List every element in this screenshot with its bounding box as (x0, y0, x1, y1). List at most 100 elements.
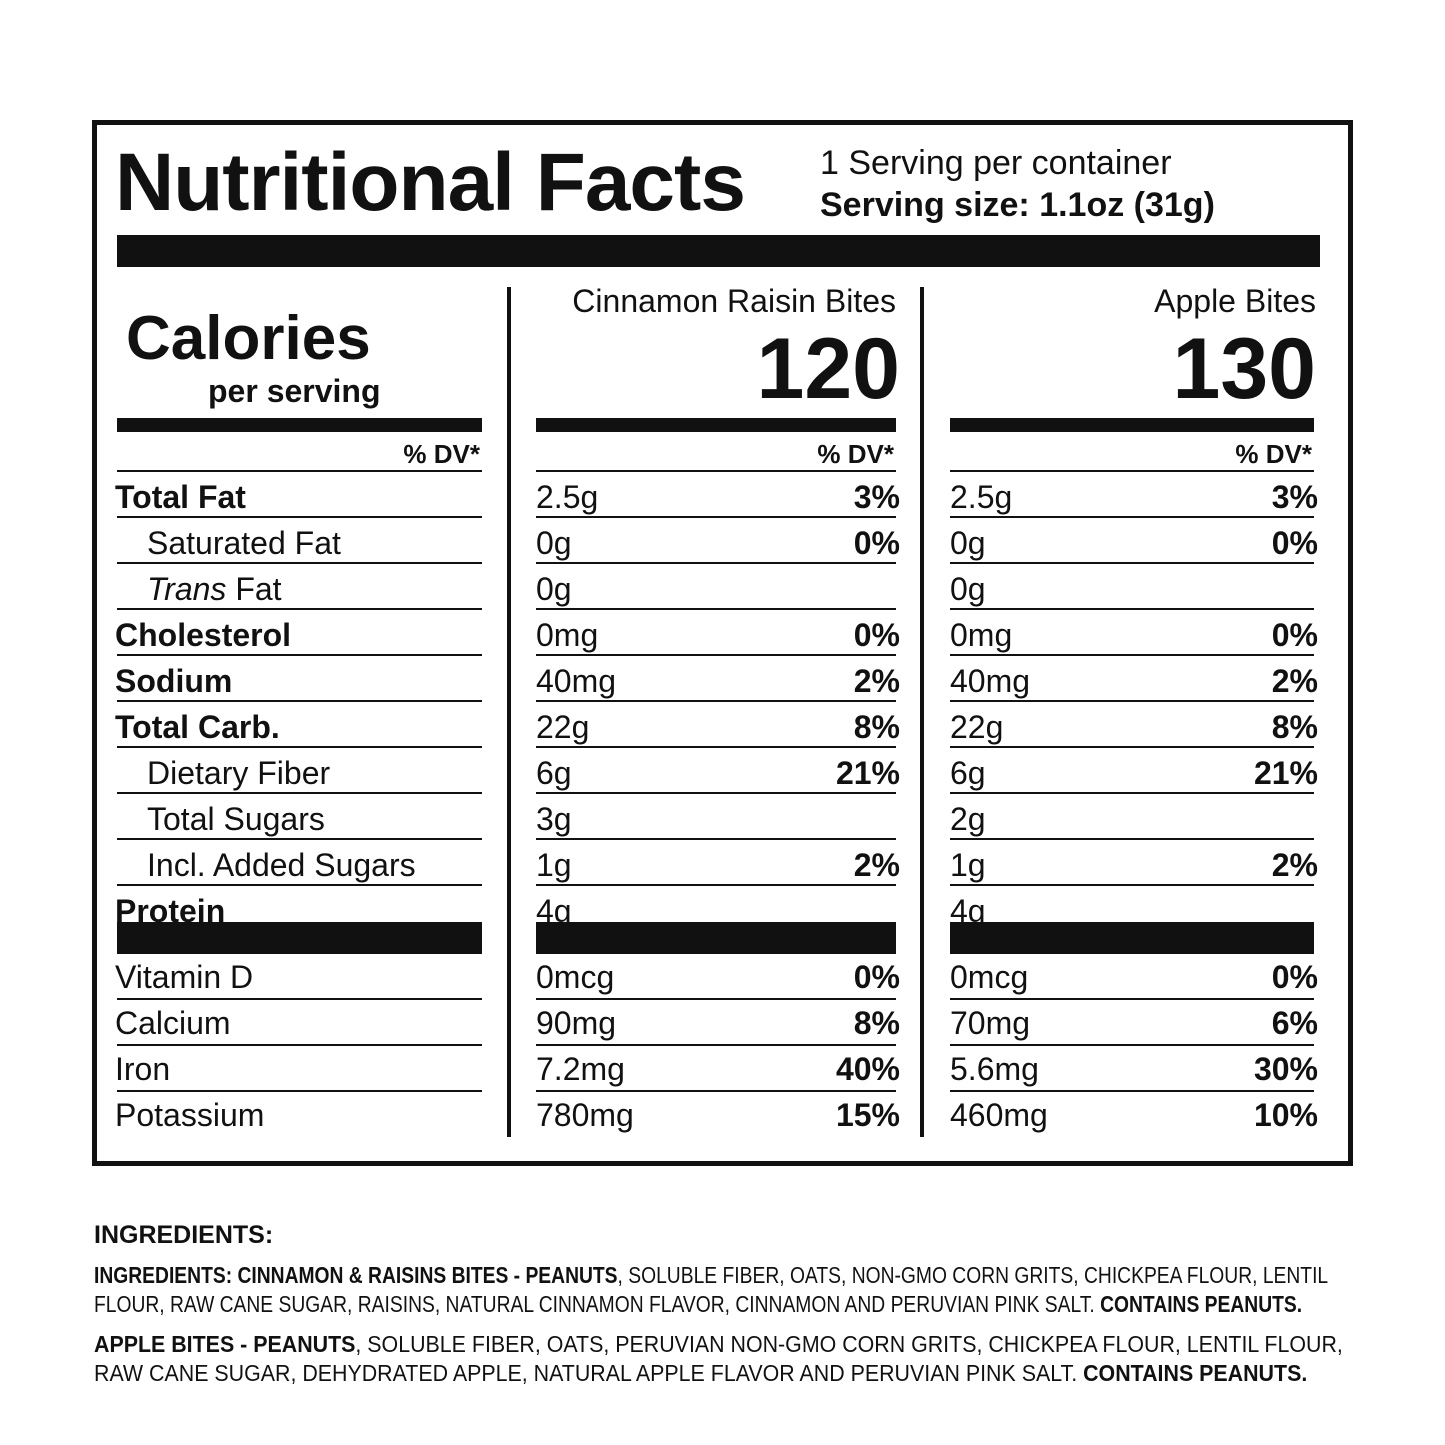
nutrient-amount: 6g (536, 755, 572, 791)
nutrient-label: Trans Fat (147, 569, 282, 609)
row-rule (117, 1090, 482, 1092)
row-rule (950, 608, 1314, 610)
vitamin-amount: 90mg (536, 1005, 617, 1041)
serving-size: Serving size: 1.1oz (31g) (820, 186, 1215, 224)
nutrient-label: Incl. Added Sugars (147, 847, 416, 883)
vitamin-dv: 15% (835, 1097, 900, 1133)
nutrient-dv: 8% (853, 709, 900, 745)
vitamin-amount: 0mcg (950, 959, 1029, 995)
vitamin-dv: 10% (1253, 1097, 1318, 1133)
nutrient-amount: 0mg (950, 617, 1013, 653)
nutrient-label: Sodium (115, 663, 233, 699)
vitamin-amount: 780mg (536, 1097, 634, 1133)
vitamin-amount: 5.6mg (950, 1051, 1039, 1087)
row-rule (117, 700, 482, 702)
ingredients-apple: APPLE BITES - PEANUTS, SOLUBLE FIBER, OA… (94, 1330, 1356, 1388)
vitamin-amount: 0mcg (536, 959, 615, 995)
row-rule (950, 470, 1314, 472)
row-rule (117, 516, 482, 518)
row-rule (117, 838, 482, 840)
vitamin-label: Vitamin D (115, 959, 254, 995)
row-rule (536, 838, 896, 840)
nutrient-dv: 2% (1271, 663, 1318, 699)
row-rule (117, 562, 482, 564)
dv-header: % DV* (817, 439, 894, 469)
nutrient-dv: 21% (1253, 755, 1318, 791)
product-calories-cinnamon: 120 (756, 321, 901, 417)
nutrient-amount: 40mg (950, 663, 1031, 699)
vitamin-label: Potassium (115, 1097, 265, 1133)
nutrient-amount: 2.5g (950, 479, 1013, 515)
dv-header: % DV* (1235, 439, 1312, 469)
nutrient-dv: 8% (1271, 709, 1318, 745)
nutrient-dv: 3% (1271, 479, 1318, 515)
row-rule (950, 654, 1314, 656)
nutrient-amount: 1g (536, 847, 572, 883)
nutrient-label: Dietary Fiber (147, 755, 331, 791)
row-rule (117, 792, 482, 794)
row-rule (536, 792, 896, 794)
row-rule (950, 838, 1314, 840)
row-rule (536, 700, 896, 702)
nutrient-label: Total Carb. (115, 709, 280, 745)
nutrient-amount: 1g (950, 847, 986, 883)
row-rule (536, 608, 896, 610)
servings-per-container: 1 Serving per container (820, 144, 1172, 182)
row-rule (950, 516, 1314, 518)
nutrient-label-italic: Trans (147, 571, 227, 607)
nutrient-dv: 21% (835, 755, 900, 791)
calories-sublabel: per serving (208, 373, 381, 409)
nutrient-label: Total Sugars (147, 801, 325, 837)
row-rule (117, 998, 482, 1000)
column-divider-1 (507, 287, 511, 1137)
nutrient-amount: 0g (950, 571, 986, 607)
nutrient-amount: 0g (536, 525, 572, 561)
nutrient-dv: 0% (853, 617, 900, 653)
vitamins-divider-bar (117, 922, 482, 954)
row-rule (536, 1090, 896, 1092)
calories-thick-bar (536, 418, 896, 432)
row-rule (536, 1044, 896, 1046)
row-rule (950, 1090, 1314, 1092)
vitamin-label: Calcium (115, 1005, 231, 1041)
row-rule (950, 746, 1314, 748)
nutrition-facts-panel (92, 120, 1353, 1166)
row-rule (117, 884, 482, 886)
row-rule (536, 470, 896, 472)
vitamin-dv: 0% (853, 959, 900, 995)
nutrient-amount: 40mg (536, 663, 617, 699)
row-rule (950, 700, 1314, 702)
dv-header: % DV* (403, 439, 480, 469)
ingredients-apple-allergen: CONTAINS PEANUTS. (1083, 1360, 1308, 1386)
nutrient-amount: 6g (950, 755, 986, 791)
column-divider-2 (920, 287, 924, 1137)
row-rule (117, 746, 482, 748)
vitamin-amount: 7.2mg (536, 1051, 625, 1087)
nutrient-amount: 0mg (536, 617, 599, 653)
vitamin-dv: 6% (1271, 1005, 1318, 1041)
panel-title: Nutritional Facts (115, 137, 746, 228)
product-calories-apple: 130 (1172, 321, 1317, 417)
nutrient-amount: 0g (536, 571, 572, 607)
vitamin-label: Iron (115, 1051, 171, 1087)
row-rule (950, 998, 1314, 1000)
ingredients-apple-lead: APPLE BITES - PEANUTS (94, 1331, 356, 1357)
vitamin-amount: 70mg (950, 1005, 1031, 1041)
nutrient-amount: 3g (536, 801, 572, 837)
nutrient-amount: 22g (536, 709, 590, 745)
nutrient-dv: 2% (853, 663, 900, 699)
ingredients-cinnamon-body: , SOLUBLE FIBER, OATS, NON-GMO CORN GRIT… (94, 1262, 1328, 1317)
row-rule (950, 884, 1314, 886)
ingredients-apple-body: , SOLUBLE FIBER, OATS, PERUVIAN NON-GMO … (94, 1331, 1343, 1386)
nutrient-dv: 0% (1271, 617, 1318, 653)
row-rule (117, 654, 482, 656)
row-rule (536, 562, 896, 564)
nutrient-amount: 22g (950, 709, 1004, 745)
vitamin-dv: 30% (1253, 1051, 1318, 1087)
nutrient-dv: 2% (1271, 847, 1318, 883)
ingredients-cinnamon-lead: INGREDIENTS: CINNAMON & RAISINS BITES - … (94, 1262, 618, 1288)
nutrient-label-text: Fat (226, 571, 282, 607)
row-rule (950, 1044, 1314, 1046)
row-rule (536, 884, 896, 886)
row-rule (950, 562, 1314, 564)
